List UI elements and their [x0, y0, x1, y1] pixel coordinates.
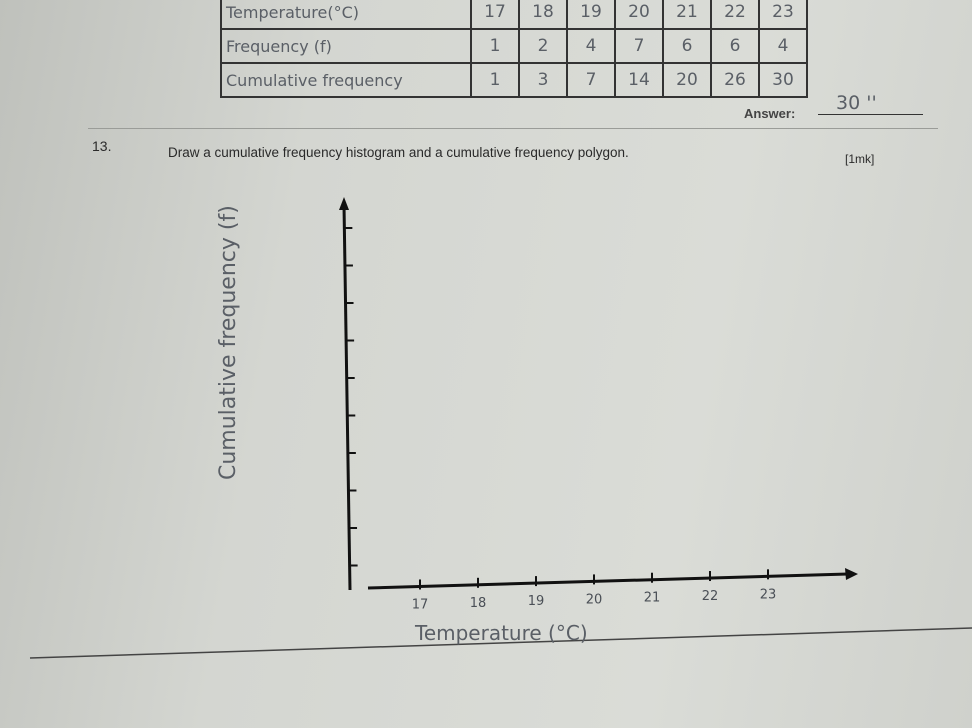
table-cell: 7: [614, 28, 664, 64]
frequency-table: Temperature(°C) 17 18 19 20 21 22 23 Frequency (…: [220, 0, 808, 98]
separator: [88, 128, 938, 129]
x-axis: [367, 572, 849, 590]
y-arrow: [339, 197, 349, 210]
table-cell: 1: [470, 62, 520, 98]
table-cell: 23: [758, 0, 808, 30]
table-cell: 4: [566, 28, 616, 64]
table-row: Cumulative frequency 1 3 7 14 20 26 30: [220, 62, 808, 98]
table-cell: 26: [710, 62, 760, 98]
table-cell: 6: [662, 28, 712, 64]
table-cell: 18: [518, 0, 568, 30]
x-tick-label: 21: [644, 591, 661, 606]
table-cell: 7: [566, 62, 616, 98]
table-cell: 19: [566, 0, 616, 30]
table-cell: 3: [518, 62, 568, 98]
row-label: Frequency (f): [220, 28, 472, 64]
answer-label: Answer:: [744, 106, 796, 121]
row-label: Cumulative frequency: [220, 62, 472, 98]
x-tick-label: 17: [412, 597, 429, 612]
y-axis-label: Cumulative frequency (f): [216, 205, 241, 480]
question-text: Draw a cumulative frequency histogram an…: [168, 145, 629, 160]
x-tick-label: 22: [702, 589, 719, 604]
table-cell: 20: [614, 0, 664, 30]
x-axis-label: Temperature (°C): [414, 621, 588, 645]
bottom-line: [29, 627, 972, 659]
table-cell: 21: [662, 0, 712, 30]
x-tick-label: 20: [586, 592, 603, 607]
row-label: Temperature(°C): [220, 0, 472, 30]
table-cell: 6: [710, 28, 760, 64]
x-tick-label: 18: [470, 596, 487, 611]
table-cell: 22: [710, 0, 760, 30]
table-cell: 17: [470, 0, 520, 30]
x-arrow: [845, 568, 858, 580]
y-axis: [342, 204, 352, 591]
x-tick-label: 19: [528, 594, 545, 609]
table-cell: 1: [470, 28, 520, 64]
table-cell: 4: [758, 28, 808, 64]
question-number: 13.: [92, 138, 112, 154]
table-cell: 20: [662, 62, 712, 98]
table-cell: 14: [614, 62, 664, 98]
table-cell: 2: [518, 28, 568, 64]
table-cell: 30: [758, 62, 808, 98]
x-tick-label: 23: [760, 587, 777, 602]
table-row: Frequency (f) 1 2 4 7 6 6 4: [220, 28, 808, 64]
question-marks: [1mk]: [845, 152, 875, 166]
table-row: Temperature(°C) 17 18 19 20 21 22 23: [220, 0, 808, 30]
answer-value: 30 '': [818, 92, 923, 115]
